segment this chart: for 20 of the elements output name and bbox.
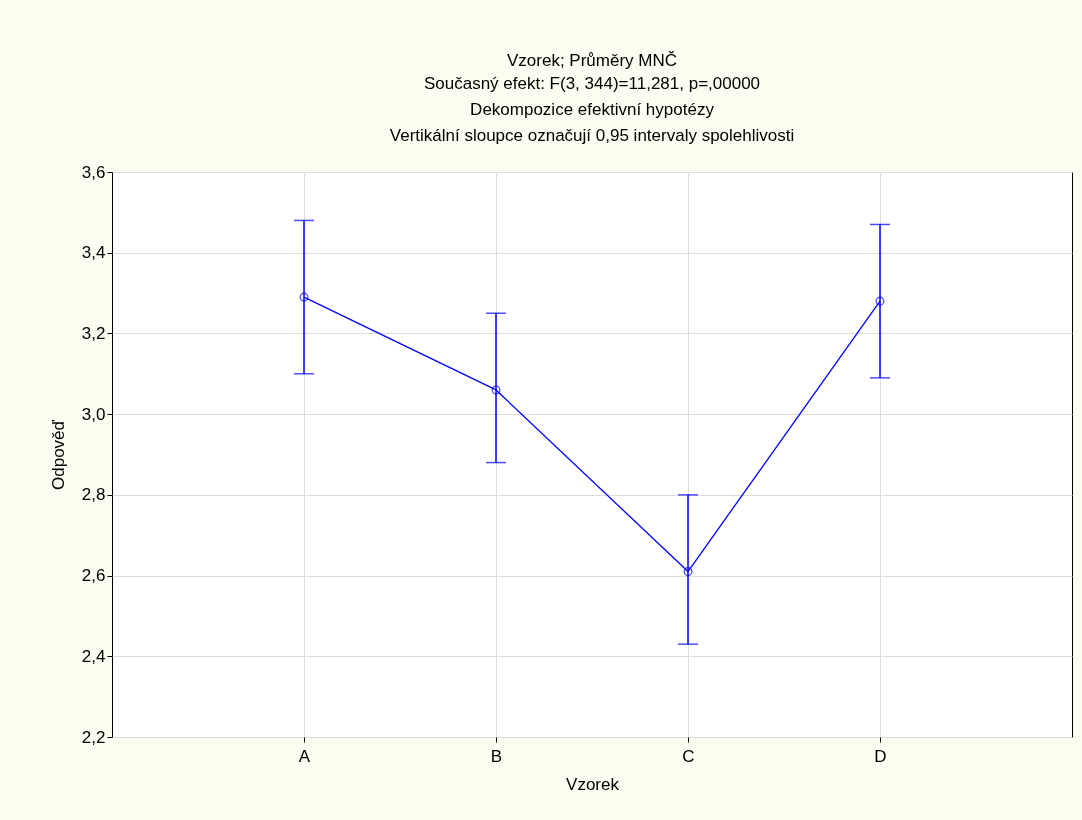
y-tick-label: 3,2 bbox=[81, 323, 106, 343]
x-tick-label: B bbox=[490, 746, 503, 766]
x-tick-label: D bbox=[874, 746, 887, 766]
y-axis-title: Odpověď bbox=[48, 419, 68, 490]
y-tick-label: 2,8 bbox=[81, 485, 106, 505]
y-tick-label: 2,2 bbox=[81, 727, 106, 747]
point bbox=[299, 292, 309, 302]
y-tick-label: 2,4 bbox=[81, 646, 106, 666]
y-tick-label: 3,6 bbox=[81, 162, 106, 182]
point bbox=[875, 296, 885, 306]
x-tick-label: A bbox=[298, 746, 311, 766]
point bbox=[491, 385, 501, 395]
y-tick-label: 3,4 bbox=[81, 243, 106, 263]
chart-title: Vzorek; Průměry MNČ bbox=[506, 51, 678, 70]
x-tick-label: C bbox=[682, 746, 695, 766]
point bbox=[683, 567, 693, 577]
x-axis-title: Vzorek bbox=[566, 774, 620, 794]
y-tick-label: 3,0 bbox=[81, 404, 106, 424]
chart-subtitle: Současný efekt: F(3, 344)=11,281, p=,00000 Dekompozice efektivní hypotézy Vertikální sloupce označují 0,95 intervaly spolehlivosti bbox=[389, 74, 795, 145]
y-tick-label: 2,6 bbox=[81, 566, 106, 586]
